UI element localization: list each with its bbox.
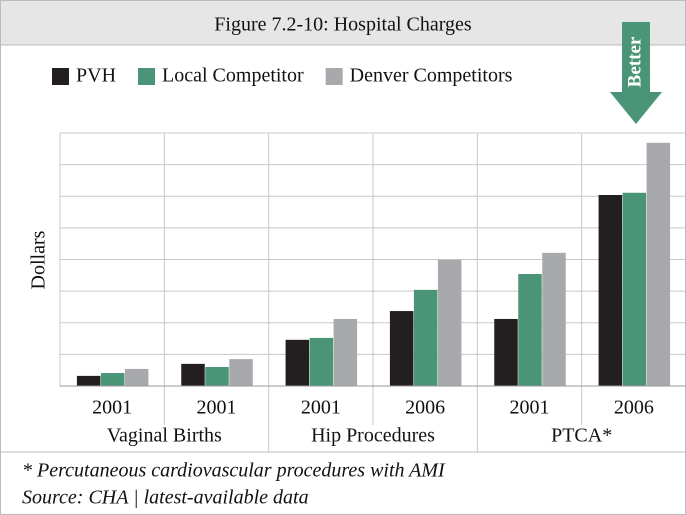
bar [205,367,229,386]
legend-swatch [325,68,343,85]
footnote: * Percutaneous cardiovascular procedures… [22,460,446,482]
bar [542,252,566,386]
group-label: Vaginal Births [107,425,222,447]
x-tick-label: 2006 [405,397,445,419]
footnote: Source: CHA | latest-available data [22,487,309,509]
bar [124,368,149,386]
bar [309,337,334,386]
bar [285,339,310,386]
bar [646,142,671,386]
group-label: Hip Procedures [311,425,435,447]
bar [413,289,438,386]
legend-label: Denver Competitors [350,65,513,87]
x-tick-label: 2001 [301,397,341,419]
bar [333,318,358,386]
y-axis-label: Dollars [28,230,50,289]
legend-label: Local Competitor [162,65,304,87]
x-tick-label: 2001 [510,397,550,419]
bar [76,375,101,386]
chart-title: Figure 7.2-10: Hospital Charges [214,14,472,36]
better-arrow [610,22,662,124]
bar [437,259,462,386]
bar [100,373,125,386]
arrow-label: Better [624,36,645,87]
legend-swatch [138,68,156,85]
legend-swatch [52,68,69,85]
x-tick-label: 2001 [197,397,237,419]
bar [389,311,414,386]
bar [518,274,542,386]
x-tick-label: 2006 [614,397,654,419]
bar [181,363,205,386]
bar [229,359,253,386]
title-bar [1,1,685,45]
x-tick-label: 2001 [92,397,132,419]
bar [598,194,623,386]
bar [622,192,647,386]
group-label: PTCA* [551,425,612,447]
bar [494,318,518,386]
legend-label: PVH [76,65,116,87]
